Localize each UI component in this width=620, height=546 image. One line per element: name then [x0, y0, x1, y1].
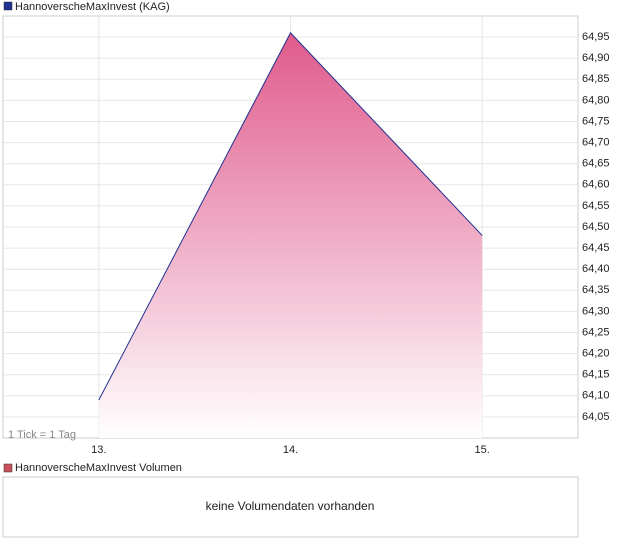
annotation: 1 Tick = 1 Tag [8, 429, 76, 441]
y-tick-label: 64,25 [582, 326, 610, 338]
y-tick-label: 64,10 [582, 390, 610, 402]
y-tick-label: 64,50 [582, 221, 610, 233]
y-tick-label: 64,70 [582, 137, 610, 149]
y-tick-label: 64,60 [582, 179, 610, 191]
y-tick-label: 64,15 [582, 369, 610, 381]
y-tick-label: 64,05 [582, 411, 610, 423]
y-tick-label: 64,90 [582, 52, 610, 64]
legend-label: HannoverscheMaxInvest Volumen [15, 462, 182, 474]
legend-label: HannoverscheMaxInvest (KAG) [15, 1, 170, 13]
y-tick-label: 64,65 [582, 158, 610, 170]
y-tick-label: 64,85 [582, 73, 610, 85]
y-tick-label: 64,35 [582, 284, 610, 296]
line [98, 32, 483, 401]
y-tick-label: 64,75 [582, 115, 610, 127]
y-tick-label: 64,45 [582, 242, 610, 254]
volume-message: keine Volumendaten vorhanden [206, 499, 375, 513]
y-tick-label: 64,20 [582, 348, 610, 360]
x-tick-label: 15. [475, 444, 490, 456]
y-tick-label: 64,30 [582, 305, 610, 317]
y-tick-label: 64,95 [582, 31, 610, 43]
y-tick-label: 64,55 [582, 200, 610, 212]
legend-swatch [3, 463, 13, 473]
y-tick-label: 64,80 [582, 94, 610, 106]
x-tick-label: 13. [91, 444, 106, 456]
x-tick-label: 14. [283, 444, 298, 456]
y-tick-label: 64,40 [582, 263, 610, 275]
volume-frame [2, 476, 579, 538]
legend-swatch [3, 1, 13, 11]
